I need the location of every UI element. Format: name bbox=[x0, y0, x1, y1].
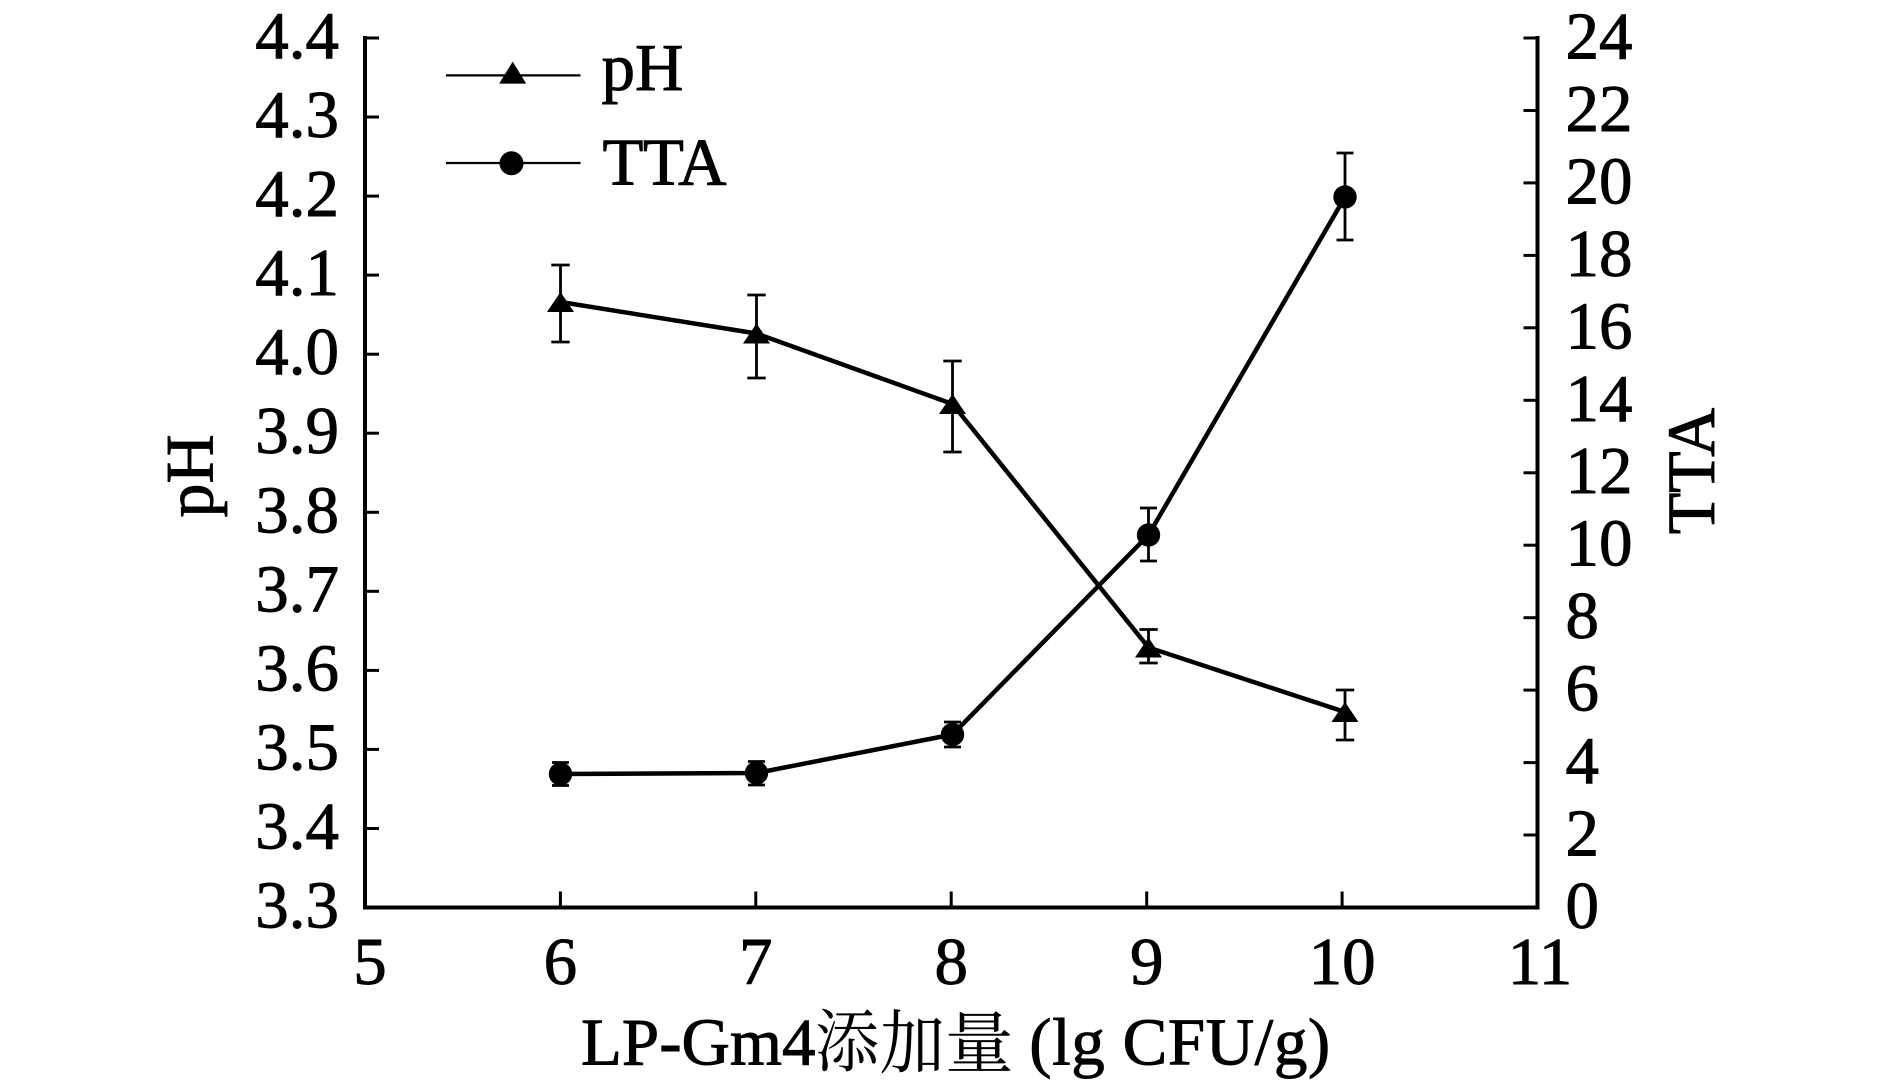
svg-text:12: 12 bbox=[1566, 434, 1633, 508]
svg-text:9: 9 bbox=[1130, 925, 1164, 999]
svg-text:4: 4 bbox=[1566, 724, 1600, 798]
svg-text:6: 6 bbox=[1566, 652, 1600, 726]
svg-text:10: 10 bbox=[1309, 925, 1376, 999]
svg-text:16: 16 bbox=[1566, 289, 1633, 363]
svg-text:(lg CFU/g): (lg CFU/g) bbox=[1029, 1006, 1330, 1080]
svg-text:TTA: TTA bbox=[1653, 408, 1729, 535]
svg-text:6: 6 bbox=[544, 925, 578, 999]
svg-text:8: 8 bbox=[1566, 579, 1600, 653]
svg-text:4.4: 4.4 bbox=[255, 0, 339, 73]
svg-text:0: 0 bbox=[1566, 869, 1600, 943]
svg-text:LP-Gm4: LP-Gm4 bbox=[581, 1006, 816, 1080]
svg-text:24: 24 bbox=[1566, 0, 1633, 74]
svg-text:3.9: 3.9 bbox=[255, 394, 339, 468]
svg-text:5: 5 bbox=[353, 925, 387, 999]
svg-text:7: 7 bbox=[739, 925, 773, 999]
svg-text:20: 20 bbox=[1566, 144, 1633, 218]
svg-text:pH: pH bbox=[152, 434, 228, 517]
svg-text:18: 18 bbox=[1566, 217, 1633, 291]
svg-text:3.7: 3.7 bbox=[255, 552, 339, 626]
svg-text:3.5: 3.5 bbox=[255, 710, 339, 784]
svg-text:4.3: 4.3 bbox=[255, 78, 339, 152]
svg-text:4.1: 4.1 bbox=[255, 236, 339, 310]
svg-text:14: 14 bbox=[1566, 362, 1633, 436]
svg-text:3.4: 3.4 bbox=[255, 790, 339, 864]
svg-text:4.0: 4.0 bbox=[255, 315, 339, 389]
svg-text:3.8: 3.8 bbox=[255, 473, 339, 547]
svg-text:3.3: 3.3 bbox=[255, 869, 339, 943]
svg-text:22: 22 bbox=[1566, 72, 1633, 146]
svg-text:2: 2 bbox=[1566, 797, 1600, 871]
svg-text:3.6: 3.6 bbox=[255, 631, 339, 705]
svg-text:8: 8 bbox=[934, 925, 968, 999]
svg-text:TTA: TTA bbox=[603, 126, 727, 200]
svg-text:11: 11 bbox=[1508, 925, 1573, 999]
svg-text:10: 10 bbox=[1566, 507, 1633, 581]
svg-text:4.2: 4.2 bbox=[255, 157, 339, 231]
svg-text:pH: pH bbox=[602, 31, 684, 105]
